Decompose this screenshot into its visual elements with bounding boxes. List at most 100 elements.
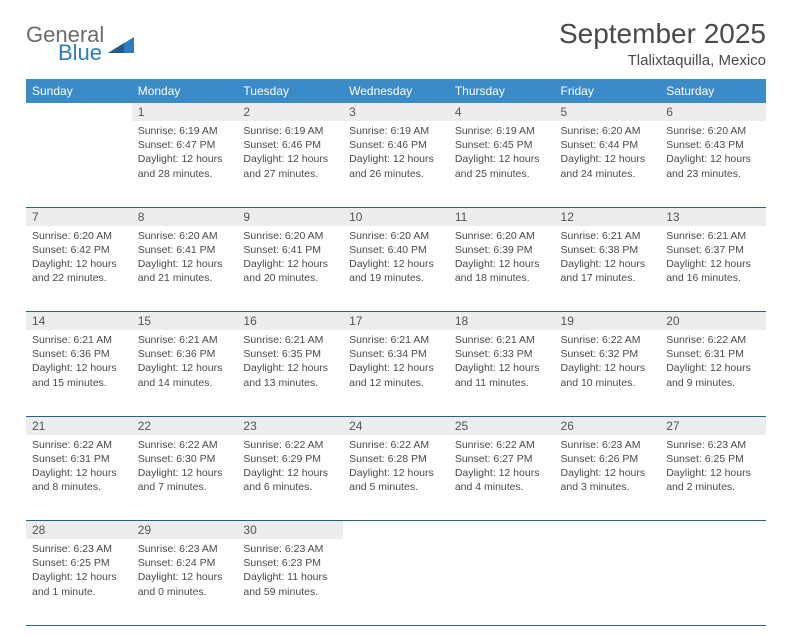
daylight-text: Daylight: 12 hours and 12 minutes. [349, 361, 443, 389]
sunset-text: Sunset: 6:25 PM [32, 556, 126, 570]
sunrise-text: Sunrise: 6:23 AM [138, 542, 232, 556]
day-header: Sunday [26, 79, 132, 103]
sunrise-text: Sunrise: 6:23 AM [32, 542, 126, 556]
day-cell-body: Sunrise: 6:23 AMSunset: 6:24 PMDaylight:… [132, 539, 238, 605]
sunset-text: Sunset: 6:24 PM [138, 556, 232, 570]
sunrise-text: Sunrise: 6:23 AM [561, 438, 655, 452]
day-cell: Sunrise: 6:21 AMSunset: 6:33 PMDaylight:… [449, 330, 555, 416]
day-cell-body: Sunrise: 6:23 AMSunset: 6:23 PMDaylight:… [237, 539, 343, 605]
sunset-text: Sunset: 6:25 PM [666, 452, 760, 466]
day-number: 7 [26, 207, 132, 226]
sunrise-text: Sunrise: 6:22 AM [666, 333, 760, 347]
sunrise-text: Sunrise: 6:21 AM [32, 333, 126, 347]
day-header: Tuesday [237, 79, 343, 103]
day-cell-body: Sunrise: 6:21 AMSunset: 6:36 PMDaylight:… [132, 330, 238, 396]
day-cell-body: Sunrise: 6:21 AMSunset: 6:37 PMDaylight:… [660, 226, 766, 292]
sunrise-text: Sunrise: 6:20 AM [349, 229, 443, 243]
daylight-text: Daylight: 12 hours and 17 minutes. [561, 257, 655, 285]
sunset-text: Sunset: 6:31 PM [32, 452, 126, 466]
day-number: 25 [449, 416, 555, 435]
day-number [26, 103, 132, 121]
sunset-text: Sunset: 6:31 PM [666, 347, 760, 361]
sunset-text: Sunset: 6:32 PM [561, 347, 655, 361]
sunrise-text: Sunrise: 6:19 AM [455, 124, 549, 138]
day-number: 24 [343, 416, 449, 435]
sunset-text: Sunset: 6:46 PM [349, 138, 443, 152]
day-header: Saturday [660, 79, 766, 103]
sunrise-text: Sunrise: 6:19 AM [138, 124, 232, 138]
day-cell-body: Sunrise: 6:22 AMSunset: 6:29 PMDaylight:… [237, 435, 343, 501]
daylight-text: Daylight: 12 hours and 20 minutes. [243, 257, 337, 285]
day-cell-body: Sunrise: 6:23 AMSunset: 6:26 PMDaylight:… [555, 435, 661, 501]
sunrise-text: Sunrise: 6:20 AM [243, 229, 337, 243]
day-number [343, 521, 449, 540]
sunset-text: Sunset: 6:27 PM [455, 452, 549, 466]
sunset-text: Sunset: 6:26 PM [561, 452, 655, 466]
header: General Blue September 2025 Tlalixtaquil… [26, 18, 766, 69]
sunrise-text: Sunrise: 6:21 AM [349, 333, 443, 347]
day-cell: Sunrise: 6:21 AMSunset: 6:37 PMDaylight:… [660, 226, 766, 312]
daylight-text: Daylight: 12 hours and 15 minutes. [32, 361, 126, 389]
day-cell-body: Sunrise: 6:22 AMSunset: 6:32 PMDaylight:… [555, 330, 661, 396]
day-cell: Sunrise: 6:22 AMSunset: 6:31 PMDaylight:… [660, 330, 766, 416]
day-number: 21 [26, 416, 132, 435]
day-cell-body: Sunrise: 6:22 AMSunset: 6:30 PMDaylight:… [132, 435, 238, 501]
day-cell: Sunrise: 6:20 AMSunset: 6:43 PMDaylight:… [660, 121, 766, 207]
sunset-text: Sunset: 6:28 PM [349, 452, 443, 466]
day-number: 5 [555, 103, 661, 121]
sunset-text: Sunset: 6:42 PM [32, 243, 126, 257]
daylight-text: Daylight: 12 hours and 1 minute. [32, 570, 126, 598]
day-number [555, 521, 661, 540]
sunset-text: Sunset: 6:45 PM [455, 138, 549, 152]
daylight-text: Daylight: 12 hours and 7 minutes. [138, 466, 232, 494]
day-cell-body: Sunrise: 6:19 AMSunset: 6:46 PMDaylight:… [343, 121, 449, 187]
daylight-text: Daylight: 12 hours and 27 minutes. [243, 152, 337, 180]
day-cell: Sunrise: 6:21 AMSunset: 6:36 PMDaylight:… [26, 330, 132, 416]
day-cell: Sunrise: 6:21 AMSunset: 6:35 PMDaylight:… [237, 330, 343, 416]
daylight-text: Daylight: 12 hours and 11 minutes. [455, 361, 549, 389]
day-cell-body: Sunrise: 6:21 AMSunset: 6:38 PMDaylight:… [555, 226, 661, 292]
sunrise-text: Sunrise: 6:21 AM [561, 229, 655, 243]
day-number: 10 [343, 207, 449, 226]
day-cell: Sunrise: 6:22 AMSunset: 6:32 PMDaylight:… [555, 330, 661, 416]
day-number: 9 [237, 207, 343, 226]
sunset-text: Sunset: 6:44 PM [561, 138, 655, 152]
sunset-text: Sunset: 6:43 PM [666, 138, 760, 152]
day-cell: Sunrise: 6:22 AMSunset: 6:29 PMDaylight:… [237, 435, 343, 521]
sunrise-text: Sunrise: 6:21 AM [666, 229, 760, 243]
week-row: Sunrise: 6:23 AMSunset: 6:25 PMDaylight:… [26, 539, 766, 625]
sunset-text: Sunset: 6:23 PM [243, 556, 337, 570]
day-cell: Sunrise: 6:21 AMSunset: 6:38 PMDaylight:… [555, 226, 661, 312]
day-cell: Sunrise: 6:19 AMSunset: 6:45 PMDaylight:… [449, 121, 555, 207]
day-cell: Sunrise: 6:21 AMSunset: 6:34 PMDaylight:… [343, 330, 449, 416]
day-number: 12 [555, 207, 661, 226]
day-number: 1 [132, 103, 238, 121]
day-number [449, 521, 555, 540]
day-cell: Sunrise: 6:20 AMSunset: 6:40 PMDaylight:… [343, 226, 449, 312]
daylight-text: Daylight: 12 hours and 4 minutes. [455, 466, 549, 494]
daylight-text: Daylight: 12 hours and 9 minutes. [666, 361, 760, 389]
day-cell: Sunrise: 6:23 AMSunset: 6:26 PMDaylight:… [555, 435, 661, 521]
day-cell: Sunrise: 6:23 AMSunset: 6:25 PMDaylight:… [660, 435, 766, 521]
day-number: 15 [132, 312, 238, 331]
day-cell: Sunrise: 6:23 AMSunset: 6:24 PMDaylight:… [132, 539, 238, 625]
day-header: Wednesday [343, 79, 449, 103]
day-cell: Sunrise: 6:21 AMSunset: 6:36 PMDaylight:… [132, 330, 238, 416]
day-cell [26, 121, 132, 207]
logo-triangle-icon [108, 35, 134, 55]
day-cell-body: Sunrise: 6:22 AMSunset: 6:28 PMDaylight:… [343, 435, 449, 501]
week-row: Sunrise: 6:20 AM Sunset: 6:42 PM Daylight:… [26, 226, 766, 312]
sunrise-text: Sunrise: 6:20 AM [455, 229, 549, 243]
day-cell [660, 539, 766, 625]
daylight-text: Daylight: 12 hours and 18 minutes. [455, 257, 549, 285]
day-number: 30 [237, 521, 343, 540]
day-number: 2 [237, 103, 343, 121]
brand-logo: General Blue [26, 24, 134, 64]
day-number [660, 521, 766, 540]
day-number-row: 78910111213 [26, 207, 766, 226]
daylight-text: Daylight: 12 hours and 23 minutes. [666, 152, 760, 180]
day-cell-body: Sunrise: 6:20 AMSunset: 6:41 PMDaylight:… [132, 226, 238, 292]
daylight-text: Daylight: 12 hours and 21 minutes. [138, 257, 232, 285]
daylight-text: Daylight: 12 hours and 25 minutes. [455, 152, 549, 180]
sunrise-text: Sunrise: 6:21 AM [455, 333, 549, 347]
